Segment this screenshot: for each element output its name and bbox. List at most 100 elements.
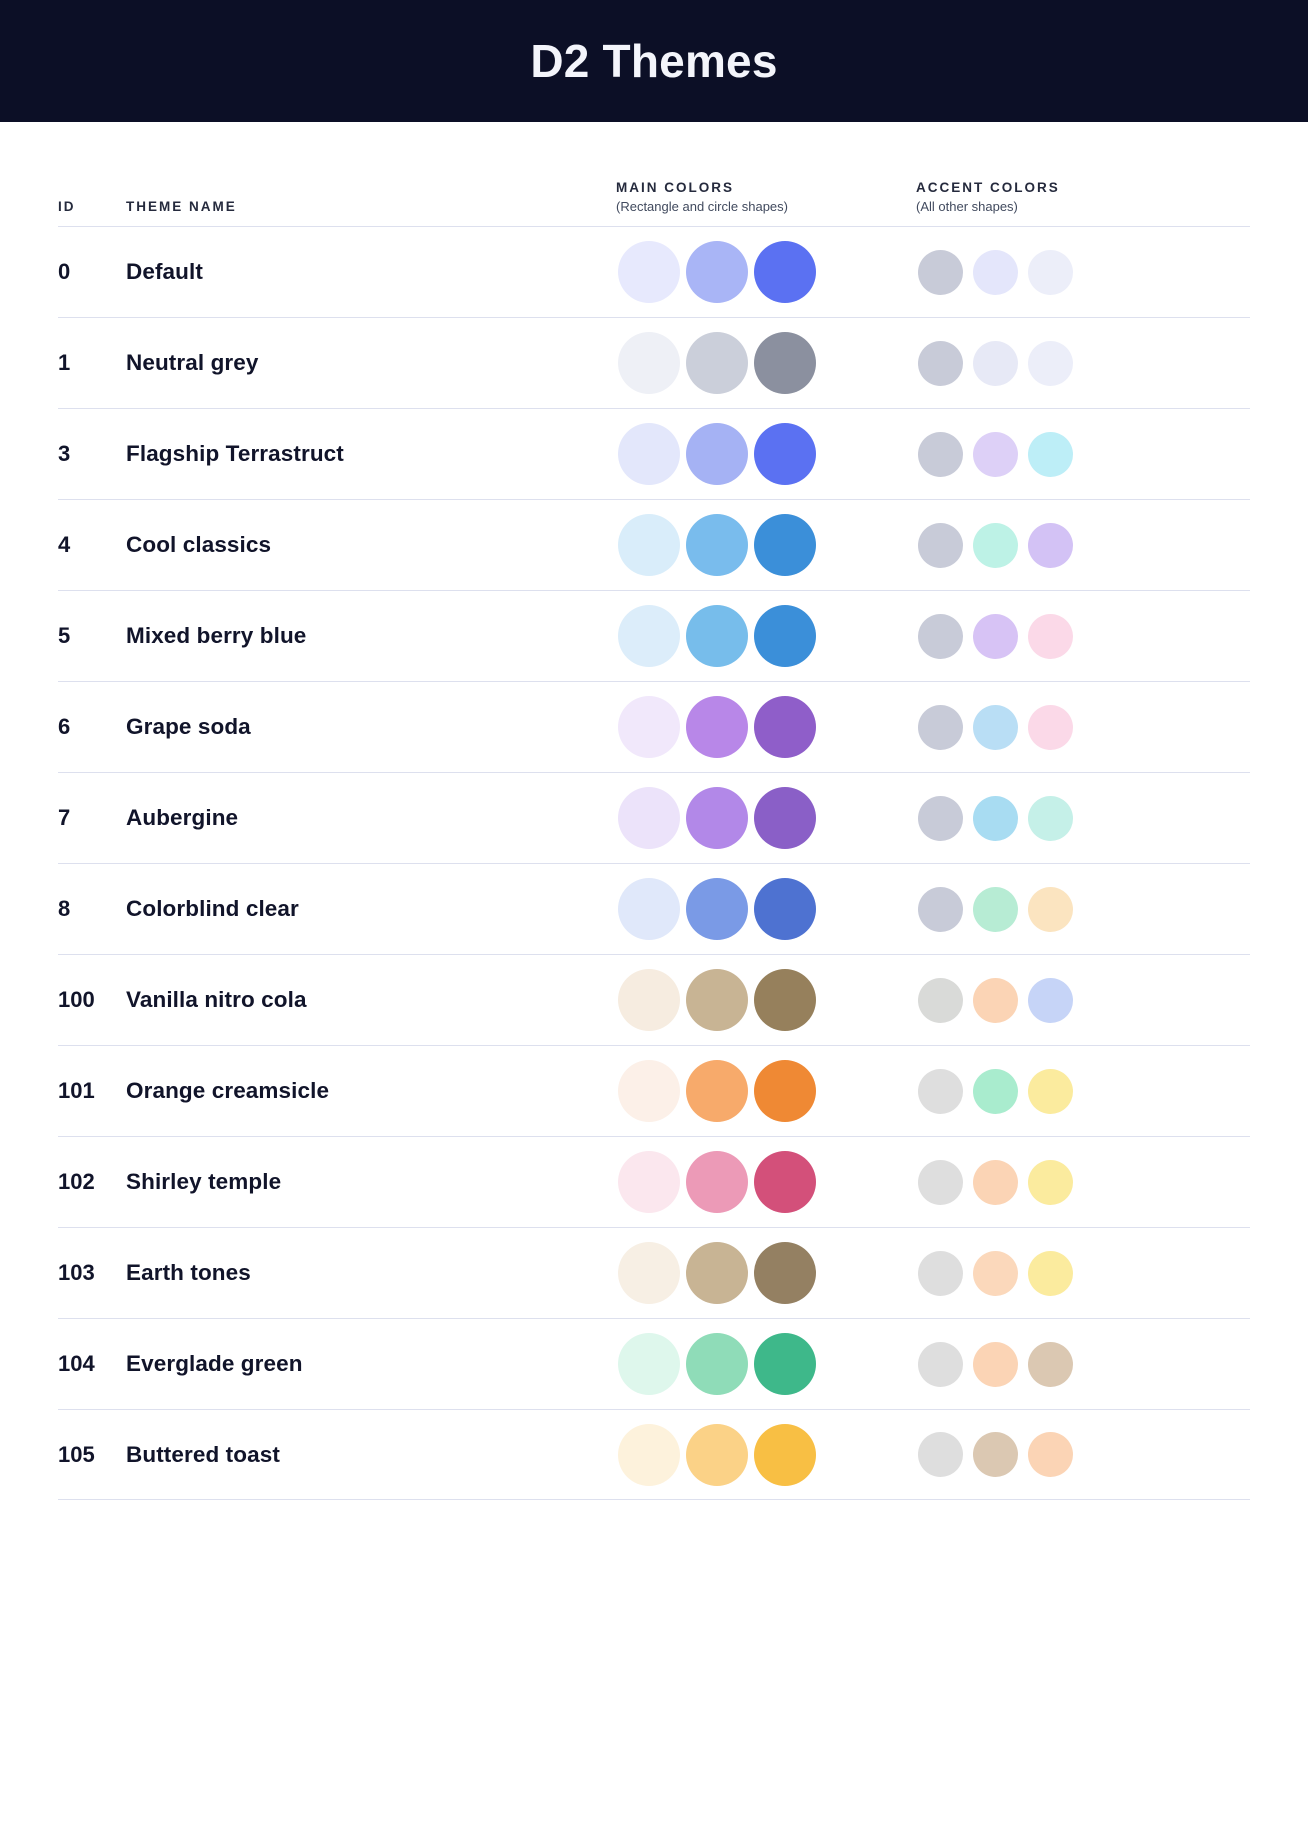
theme-id: 8: [58, 896, 71, 921]
main-colors-cell: [616, 1333, 916, 1395]
table-row: 105 Buttered toast: [58, 1409, 1250, 1500]
main-color-swatch: [754, 787, 816, 849]
table-row: 6 Grape soda: [58, 681, 1250, 772]
main-color-swatch: [686, 423, 748, 485]
accent-color-swatch: [973, 1068, 1018, 1114]
accent-color-swatch: [973, 522, 1018, 568]
accent-color-swatch: [973, 431, 1018, 477]
accent-colors-cell: [916, 431, 1250, 477]
accent-color-swatch: [973, 886, 1018, 932]
column-header-theme-name: THEME NAME: [126, 199, 237, 214]
main-color-swatch: [686, 605, 748, 667]
accent-color-swatch: [1028, 613, 1073, 659]
theme-id: 105: [58, 1441, 95, 1467]
theme-id: 102: [58, 1169, 95, 1194]
page-banner: D2 Themes: [0, 0, 1308, 122]
main-color-swatch: [754, 1333, 816, 1395]
main-colors-cell: [616, 241, 916, 303]
table-row: 3 Flagship Terrastruct: [58, 408, 1250, 499]
theme-name: Orange creamsicle: [126, 1078, 330, 1103]
main-color-swatch: [754, 878, 816, 940]
accent-colors-cell: [916, 340, 1250, 386]
main-color-swatch: [754, 1060, 816, 1122]
accent-color-swatch: [973, 977, 1018, 1023]
main-colors-cell: [616, 1423, 916, 1486]
theme-id: 4: [58, 532, 71, 557]
table-row: 103 Earth tones: [58, 1227, 1250, 1318]
theme-id: 103: [58, 1260, 95, 1285]
accent-color-swatch: [1028, 1432, 1073, 1477]
accent-color-swatch: [918, 795, 963, 841]
main-color-swatch: [618, 969, 680, 1031]
main-color-swatch: [686, 787, 748, 849]
main-color-swatch: [686, 1151, 748, 1213]
accent-color-swatch: [1028, 977, 1073, 1023]
column-header-accent-colors-sub: (All other shapes): [916, 199, 1018, 214]
accent-color-swatch: [918, 522, 963, 568]
accent-color-swatch: [1028, 340, 1073, 386]
accent-color-swatch: [973, 340, 1018, 386]
theme-name: Earth tones: [126, 1260, 251, 1285]
main-color-swatch: [618, 1333, 680, 1395]
accent-color-swatch: [1028, 1250, 1073, 1296]
main-color-swatch: [686, 1333, 748, 1395]
main-color-swatch: [618, 332, 680, 394]
accent-color-swatch: [918, 613, 963, 659]
main-color-swatch: [618, 605, 680, 667]
main-color-swatch: [754, 1151, 816, 1213]
theme-id: 104: [58, 1351, 95, 1376]
main-colors-cell: [616, 514, 916, 576]
themes-table: ID THEME NAME MAIN COLORS (Rectangle and…: [0, 122, 1308, 1500]
accent-color-swatch: [1028, 1341, 1073, 1387]
accent-color-swatch: [973, 249, 1018, 295]
column-header-accent-colors: ACCENT COLORS (All other shapes): [916, 180, 1250, 214]
accent-color-swatch: [1028, 249, 1073, 295]
main-colors-cell: [616, 787, 916, 849]
theme-name: Aubergine: [126, 805, 239, 830]
theme-name: Grape soda: [126, 714, 251, 739]
accent-color-swatch: [1028, 886, 1073, 932]
table-row: 8 Colorblind clear: [58, 863, 1250, 954]
accent-color-swatch: [918, 704, 963, 750]
main-colors-cell: [616, 1242, 916, 1304]
accent-colors-cell: [916, 1159, 1250, 1205]
accent-color-swatch: [973, 795, 1018, 841]
main-color-swatch: [618, 514, 680, 576]
main-color-swatch: [754, 332, 816, 394]
theme-name: Everglade green: [126, 1351, 303, 1376]
main-color-swatch: [754, 241, 816, 303]
accent-color-swatch: [1028, 431, 1073, 477]
accent-colors-cell: [916, 522, 1250, 568]
table-row: 1 Neutral grey: [58, 317, 1250, 408]
accent-colors-cell: [916, 1250, 1250, 1296]
accent-color-swatch: [918, 1432, 963, 1477]
column-header-main-colors: MAIN COLORS (Rectangle and circle shapes…: [616, 180, 916, 214]
accent-color-swatch: [973, 613, 1018, 659]
main-color-swatch: [754, 969, 816, 1031]
main-colors-cell: [616, 1151, 916, 1213]
table-row: 0 Default: [58, 226, 1250, 317]
main-colors-cell: [616, 605, 916, 667]
accent-colors-cell: [916, 1432, 1250, 1477]
table-row: 101 Orange creamsicle: [58, 1045, 1250, 1136]
main-color-swatch: [618, 423, 680, 485]
table-row: 7 Aubergine: [58, 772, 1250, 863]
main-colors-cell: [616, 332, 916, 394]
theme-id: 6: [58, 714, 71, 739]
main-color-swatch: [618, 787, 680, 849]
theme-id: 100: [58, 987, 95, 1012]
main-color-swatch: [754, 696, 816, 758]
main-color-swatch: [618, 241, 680, 303]
accent-color-swatch: [918, 1250, 963, 1296]
theme-name: Flagship Terrastruct: [126, 441, 344, 466]
main-color-swatch: [754, 1242, 816, 1304]
main-color-swatch: [618, 1423, 680, 1486]
main-color-swatch: [686, 696, 748, 758]
accent-color-swatch: [1028, 704, 1073, 750]
main-color-swatch: [686, 969, 748, 1031]
main-color-swatch: [754, 605, 816, 667]
accent-colors-cell: [916, 613, 1250, 659]
accent-colors-cell: [916, 795, 1250, 841]
column-header-id: ID: [58, 199, 76, 214]
